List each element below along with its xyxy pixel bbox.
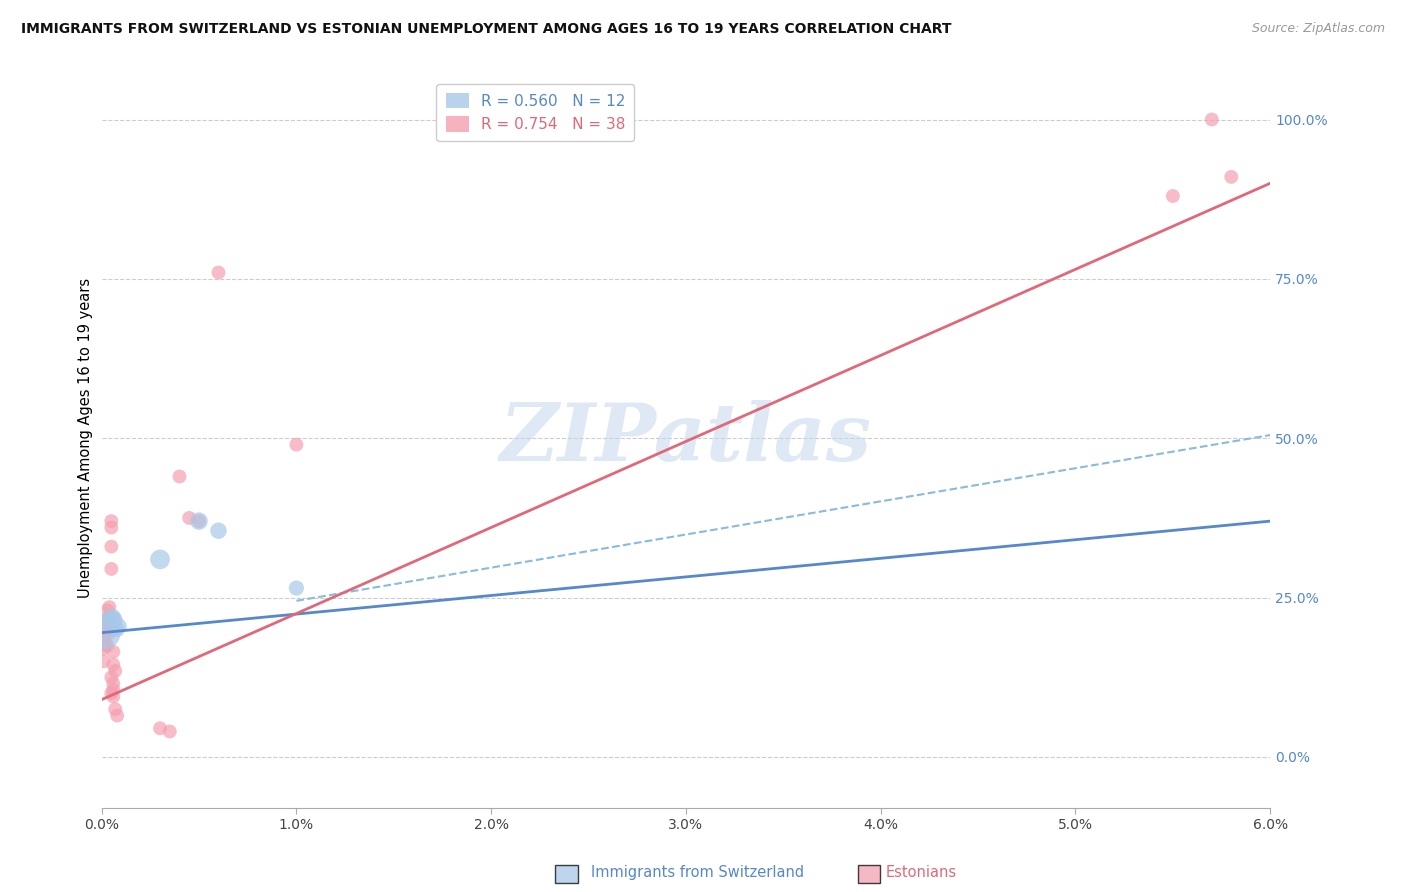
Point: [96, 613, 118, 627]
Point: [1161, 189, 1184, 203]
Point: [103, 676, 125, 690]
Point: [93, 654, 115, 668]
Point: [103, 657, 125, 672]
Point: [100, 670, 122, 684]
Point: [103, 683, 125, 698]
Point: [103, 609, 125, 624]
Text: ZIPatlas: ZIPatlas: [501, 400, 872, 477]
Point: [100, 540, 122, 554]
Point: [93, 625, 115, 640]
Point: [94, 639, 117, 653]
Point: [188, 514, 211, 528]
Point: [285, 437, 308, 451]
Text: Immigrants from Switzerland: Immigrants from Switzerland: [591, 865, 804, 880]
Legend: R = 0.560   N = 12, R = 0.754   N = 38: R = 0.560 N = 12, R = 0.754 N = 38: [436, 84, 634, 142]
Point: [98, 625, 121, 640]
Point: [100, 686, 122, 700]
Point: [104, 664, 127, 678]
Point: [169, 469, 191, 483]
Point: [104, 613, 127, 627]
Point: [1220, 169, 1243, 184]
Y-axis label: Unemployment Among Ages 16 to 19 years: Unemployment Among Ages 16 to 19 years: [79, 278, 93, 599]
Point: [105, 623, 128, 637]
Point: [96, 639, 118, 653]
Point: [100, 520, 122, 534]
Point: [98, 609, 121, 624]
Point: [94, 625, 117, 640]
Point: [100, 609, 122, 624]
Point: [98, 616, 121, 631]
Point: [98, 613, 121, 627]
Point: [207, 266, 229, 280]
Point: [207, 524, 229, 538]
Point: [105, 708, 128, 723]
Point: [93, 641, 115, 656]
Point: [98, 600, 121, 615]
Point: [149, 552, 172, 566]
Point: [1201, 112, 1223, 127]
Point: [93, 632, 115, 646]
Point: [103, 645, 125, 659]
Point: [188, 514, 211, 528]
Point: [96, 613, 118, 627]
Point: [96, 623, 118, 637]
Point: [103, 690, 125, 704]
Text: Source: ZipAtlas.com: Source: ZipAtlas.com: [1251, 22, 1385, 36]
Point: [285, 581, 308, 595]
Text: Estonians: Estonians: [886, 865, 957, 880]
Point: [104, 702, 127, 716]
Text: IMMIGRANTS FROM SWITZERLAND VS ESTONIAN UNEMPLOYMENT AMONG AGES 16 TO 19 YEARS C: IMMIGRANTS FROM SWITZERLAND VS ESTONIAN …: [21, 22, 952, 37]
Point: [179, 511, 201, 525]
Point: [100, 562, 122, 576]
Point: [149, 721, 172, 735]
Point: [103, 613, 125, 627]
Point: [100, 514, 122, 528]
Point: [108, 619, 131, 633]
Point: [96, 603, 118, 617]
Point: [159, 724, 181, 739]
